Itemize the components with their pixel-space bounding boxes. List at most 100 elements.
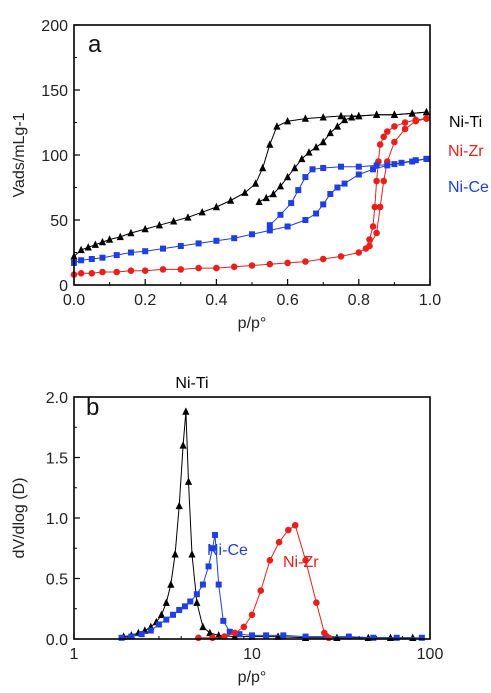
data-point	[341, 180, 348, 187]
y-tick-label: 200	[41, 18, 68, 35]
data-point	[412, 116, 420, 124]
panel-a-series-labels: Ni-Ti Ni-Zr Ni-Ce	[448, 114, 489, 196]
data-point	[273, 122, 281, 130]
data-point	[162, 598, 170, 606]
data-point	[91, 240, 99, 248]
data-point	[127, 249, 134, 256]
data-point	[141, 224, 149, 233]
data-point	[401, 119, 409, 126]
adsorption-line	[73, 118, 427, 276]
data-point	[370, 166, 377, 173]
panel-b-x-axis-label: p/p°	[238, 669, 267, 686]
panel-a: 0.0 0.2 0.4 0.6 0.8 1.0 0 50 100 150 200 a Vads/mL…	[11, 18, 489, 332]
data-point	[141, 267, 149, 275]
data-point	[113, 252, 120, 259]
data-point	[170, 217, 178, 225]
data-point	[128, 633, 135, 640]
data-point	[182, 407, 190, 415]
data-point	[355, 171, 362, 178]
data-point	[236, 631, 243, 638]
x-tick-label: 100	[417, 646, 444, 663]
data-point	[170, 611, 177, 618]
data-point	[325, 634, 333, 642]
data-point	[423, 155, 430, 162]
data-point	[163, 616, 170, 623]
data-point	[215, 581, 222, 588]
data-point	[184, 213, 192, 221]
y-tick-label: 50	[50, 213, 68, 230]
data-point	[266, 557, 274, 564]
data-point	[177, 266, 185, 273]
data-point	[138, 631, 145, 638]
data-point	[423, 115, 430, 122]
y-tick-label: 0.0	[46, 632, 68, 649]
series-label-ni-zr: Ni-Zr	[448, 143, 484, 160]
data-point	[408, 109, 416, 117]
panel-b-y-axis-label: dV/dlog (D)	[11, 478, 28, 559]
data-point	[257, 587, 265, 594]
data-point	[99, 268, 106, 276]
data-point	[175, 501, 183, 510]
data-point	[302, 633, 309, 640]
data-point	[355, 163, 362, 170]
data-point	[319, 137, 327, 146]
data-point	[412, 157, 419, 164]
data-point	[116, 232, 124, 241]
data-point	[212, 202, 220, 211]
data-point	[380, 177, 388, 185]
data-point	[348, 113, 356, 121]
y-tick-label: 0	[59, 278, 68, 295]
data-point	[193, 591, 200, 598]
data-point	[155, 621, 162, 628]
data-point	[284, 117, 292, 125]
data-point	[333, 122, 342, 130]
data-point	[313, 599, 320, 606]
data-point	[266, 222, 273, 229]
data-point	[291, 163, 299, 172]
data-point	[409, 633, 417, 641]
data-point	[205, 563, 212, 570]
data-point	[274, 632, 282, 640]
data-point	[320, 165, 327, 171]
data-point	[340, 115, 349, 124]
data-point	[195, 264, 202, 272]
panel-a-y-axis-label: Vads/mLg-1	[11, 112, 28, 197]
desorption-line	[258, 111, 427, 203]
x-tick-label: 10	[243, 646, 261, 663]
y-tick-label: 0.5	[46, 572, 68, 589]
data-point	[255, 197, 263, 205]
data-point	[302, 557, 309, 564]
data-point	[266, 260, 274, 268]
data-point	[184, 477, 193, 485]
y-tick-label: 150	[41, 83, 68, 100]
data-point	[295, 187, 302, 194]
panel-a-plot-frame	[73, 24, 431, 286]
data-point	[77, 270, 85, 277]
data-point	[159, 266, 167, 273]
data-point	[371, 203, 379, 211]
data-point	[176, 606, 183, 613]
data-point	[390, 110, 398, 118]
data-point	[334, 184, 341, 191]
data-point	[384, 162, 391, 169]
data-point	[226, 628, 233, 635]
x-tick-label: 0.6	[276, 292, 298, 309]
data-point	[369, 223, 377, 230]
data-point	[195, 240, 202, 247]
data-point	[213, 264, 220, 272]
data-point	[259, 163, 267, 172]
data-point	[248, 611, 256, 619]
panel-a-axes: 0.0 0.2 0.4 0.6 0.8 1.0 0 50 100 150 200	[41, 18, 441, 309]
series-ni-ce	[118, 531, 425, 641]
data-point	[193, 598, 201, 606]
panel-b: 1 10 100 0.0 0.5 1.0 1.5 2.0 b dV/dlog (D) p/p°…	[11, 375, 443, 686]
data-point	[227, 196, 235, 204]
data-point	[309, 166, 316, 173]
data-point	[155, 221, 164, 229]
y-tick-label: 100	[41, 148, 68, 165]
data-point	[277, 211, 284, 218]
panel-b-series-labels: Ni-Ti Ni-Ce Ni-Zr	[175, 375, 319, 571]
data-point	[269, 189, 277, 198]
data-point	[327, 191, 334, 197]
